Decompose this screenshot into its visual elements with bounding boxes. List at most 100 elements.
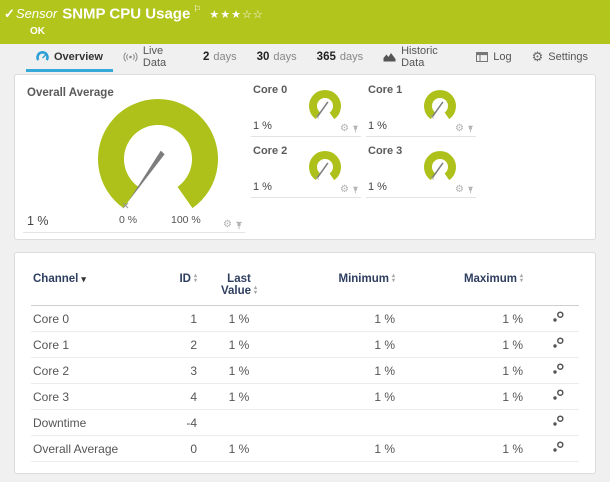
table-row: Core 3 4 1 % 1 % 1 % xyxy=(31,384,579,410)
pin-icon[interactable] xyxy=(235,221,243,230)
gauge-label: Core 2 xyxy=(253,145,288,157)
channel-last-value: 1 % xyxy=(228,389,250,404)
core-gauges-grid: Core 0 1 % ⚙ Core 1 1 % ⚙ xyxy=(245,81,587,233)
channel-last-value: 1 % xyxy=(228,337,250,352)
tab-live-data[interactable]: Live Data xyxy=(113,44,193,72)
channel-name: Overall Average xyxy=(33,441,119,456)
tab-historic-data-label: Historic Data xyxy=(401,44,438,69)
channel-id: 3 xyxy=(190,363,197,378)
core0-gauge-cell: Core 0 1 % ⚙ xyxy=(251,81,361,137)
channel-settings-icon[interactable] xyxy=(551,440,565,457)
channel-id: 2 xyxy=(190,337,197,352)
channel-minimum: 1 % xyxy=(374,441,395,456)
channel-maximum: 1 % xyxy=(502,311,523,326)
channel-name: Core 3 xyxy=(33,389,70,404)
tab-30-days-number: 30 xyxy=(256,50,270,63)
gauge-value: 1 % xyxy=(368,120,387,132)
channel-last-value: 1 % xyxy=(228,363,250,378)
column-header-last-value[interactable]: Last Value ▴ ▾ xyxy=(199,269,279,306)
channel-gear-icon[interactable]: ⚙ xyxy=(340,123,349,134)
table-row: Downtime -4 xyxy=(31,410,579,436)
channel-maximum: 1 % xyxy=(502,337,523,352)
gauge-value: 1 % xyxy=(253,120,272,132)
tab-2-days[interactable]: 2 days xyxy=(193,44,247,72)
channel-id: 0 xyxy=(190,441,197,456)
status-badge: OK xyxy=(30,26,45,37)
pin-icon[interactable] xyxy=(352,125,359,133)
sort-icon: ▴ ▾ xyxy=(193,273,197,284)
column-header-channel-label: Channel xyxy=(33,273,79,285)
area-chart-icon xyxy=(383,52,396,62)
channel-settings-icon[interactable] xyxy=(551,388,565,405)
sort-desc-icon: ▾ xyxy=(81,273,86,284)
column-header-id[interactable]: ID ▴ ▾ xyxy=(159,269,199,306)
channel-minimum: 1 % xyxy=(374,337,395,352)
priority-stars[interactable]: ★★★☆☆ xyxy=(209,9,264,22)
overall-average-gauge xyxy=(98,99,218,209)
tab-log-label: Log xyxy=(493,50,512,63)
channel-gear-icon[interactable]: ⚙ xyxy=(455,123,464,134)
column-header-minimum-label: Minimum xyxy=(338,273,389,285)
core1-gauge-cell: Core 1 1 % ⚙ xyxy=(366,81,476,137)
channel-maximum: 1 % xyxy=(502,389,523,404)
channel-name: Downtime xyxy=(33,415,87,430)
channel-gear-icon[interactable]: ⚙ xyxy=(340,184,349,195)
gauge-min-label: 0 % xyxy=(119,214,138,226)
channel-gear-icon[interactable]: ⚙ xyxy=(455,184,464,195)
gear-icon: ⚙ xyxy=(531,49,544,64)
channel-settings-icon[interactable] xyxy=(551,310,565,327)
column-header-last-label: Last xyxy=(227,273,251,285)
title-line: Sensor SNMP CPU Usage ⚐ ★★★☆☆ xyxy=(16,4,264,23)
channel-gear-icon[interactable]: ⚙ xyxy=(223,219,232,230)
pin-icon[interactable] xyxy=(467,186,474,194)
channels-table-panel: Channel ▾ ID ▴ ▾ Last Value ▴ ▾ xyxy=(14,252,596,474)
object-kind-label: Sensor xyxy=(16,6,58,22)
tab-365-days-unit: days xyxy=(339,50,364,63)
sort-icon: ▴ ▾ xyxy=(254,285,258,296)
gauge-value: 1 % xyxy=(368,181,387,193)
tab-30-days[interactable]: 30 days xyxy=(247,44,307,72)
flag-icon[interactable]: ⚐ xyxy=(193,4,202,14)
channel-settings-icon[interactable] xyxy=(551,336,565,353)
channel-last-value xyxy=(199,410,279,436)
status-check-icon: ✓ xyxy=(4,6,15,21)
tab-overview-label: Overview xyxy=(54,50,103,63)
tab-365-days[interactable]: 365 days xyxy=(307,44,373,72)
broadcast-icon xyxy=(123,51,138,62)
channel-name: Core 2 xyxy=(33,363,70,378)
gauge-icon xyxy=(36,51,49,62)
channel-minimum: 1 % xyxy=(374,389,395,404)
column-header-maximum[interactable]: Maximum ▴ ▾ xyxy=(397,269,525,306)
sensor-header: ✓ Sensor SNMP CPU Usage ⚐ ★★★☆☆ OK xyxy=(0,0,610,44)
column-header-minimum[interactable]: Minimum ▴ ▾ xyxy=(279,269,397,306)
column-header-maximum-label: Maximum xyxy=(463,273,517,285)
gauge-label: Overall Average xyxy=(27,87,114,99)
core2-gauge-cell: Core 2 1 % ⚙ xyxy=(251,142,361,198)
sort-icon: ▴ ▾ xyxy=(519,273,523,284)
column-header-channel[interactable]: Channel ▾ xyxy=(31,269,159,306)
table-row: Core 2 3 1 % 1 % 1 % xyxy=(31,358,579,384)
table-row: Overall Average 0 1 % 1 % 1 % xyxy=(31,436,579,462)
channel-minimum xyxy=(279,410,397,436)
gauge-value: 1 % xyxy=(253,181,272,193)
channels-table: Channel ▾ ID ▴ ▾ Last Value ▴ ▾ xyxy=(31,269,579,462)
channel-settings-icon[interactable] xyxy=(551,362,565,379)
channel-last-value: 1 % xyxy=(228,441,250,456)
pin-icon[interactable] xyxy=(467,125,474,133)
log-icon xyxy=(476,51,489,62)
channel-last-value: 1 % xyxy=(228,311,250,326)
tab-2-days-unit: days xyxy=(213,50,237,63)
pin-icon[interactable] xyxy=(352,186,359,194)
gauge-value: 1 % xyxy=(27,214,49,228)
tab-2-days-number: 2 xyxy=(202,50,210,63)
tab-settings[interactable]: ⚙ Settings xyxy=(522,44,598,72)
tab-overview[interactable]: Overview xyxy=(26,44,113,72)
core3-gauge xyxy=(424,151,456,181)
tab-historic-data[interactable]: Historic Data xyxy=(373,44,466,72)
tab-365-days-number: 365 xyxy=(316,50,336,63)
channel-minimum: 1 % xyxy=(374,363,395,378)
page-title: SNMP CPU Usage xyxy=(62,5,191,23)
tab-bar: Overview Live Data 2 days 30 days 365 da… xyxy=(0,44,610,72)
channel-settings-icon[interactable] xyxy=(551,414,565,431)
tab-log[interactable]: Log xyxy=(466,44,521,72)
